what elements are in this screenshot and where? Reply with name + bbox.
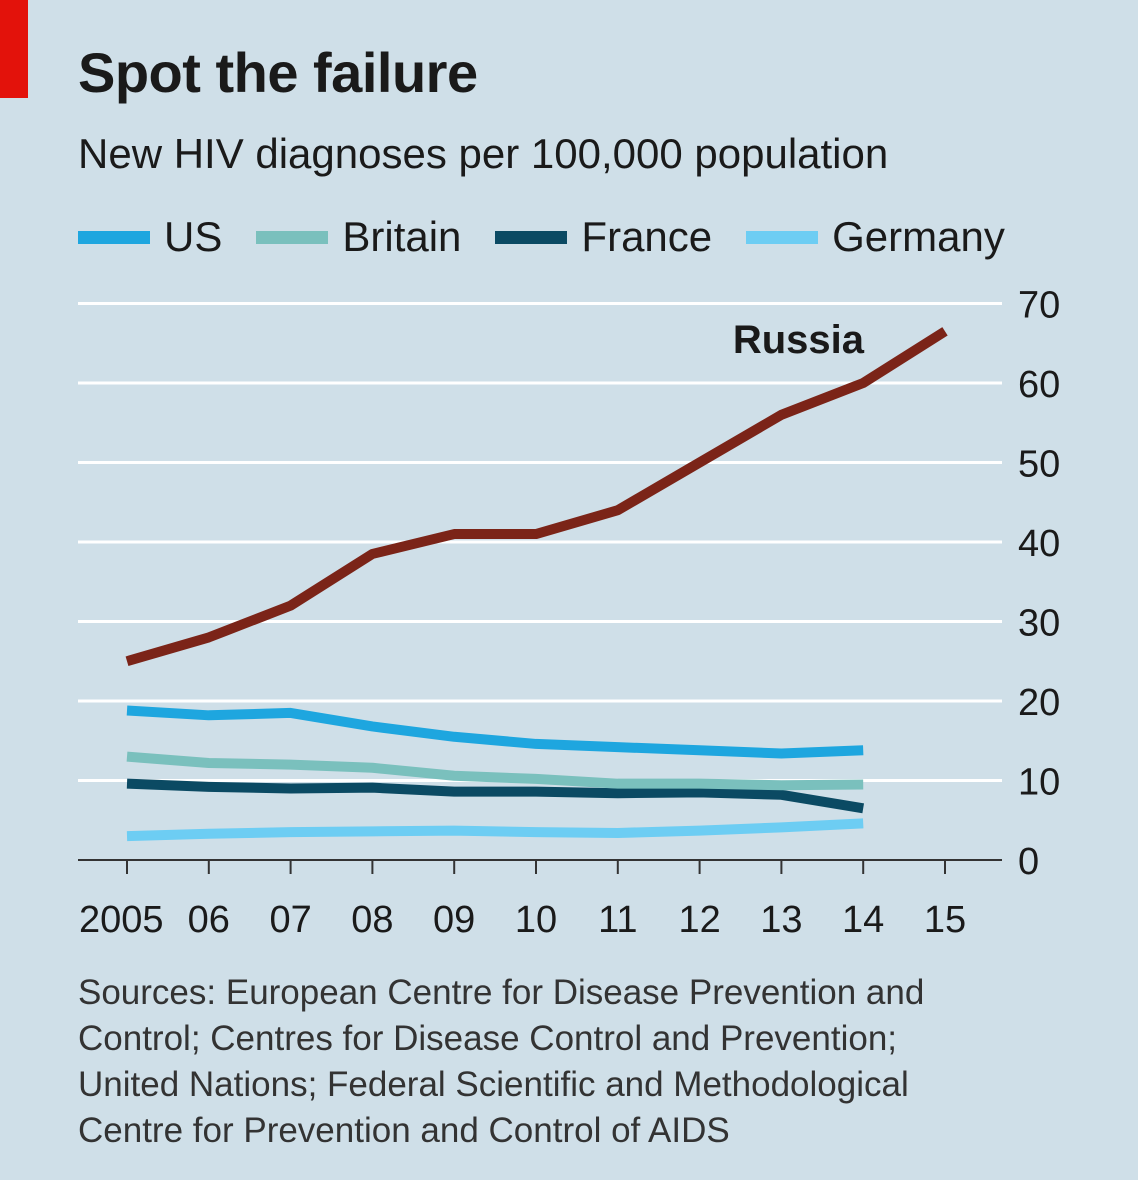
x-tick-label: 06: [188, 899, 230, 941]
y-tick-label: 10: [1018, 762, 1060, 804]
chart-title: Spot the failure: [78, 41, 478, 104]
y-tick-label: 70: [1018, 285, 1060, 327]
series-line-russia: [125, 327, 948, 667]
series-line-us: [126, 705, 864, 759]
y-tick-label: 40: [1018, 523, 1060, 565]
x-tick-label: 12: [678, 899, 720, 941]
x-tick-label: 07: [269, 899, 311, 941]
legend-item-us: US: [78, 213, 222, 261]
legend-label-france: France: [581, 213, 713, 260]
y-tick-label: 20: [1018, 682, 1060, 724]
source-line: Centre for Prevention and Control of AID…: [78, 1111, 730, 1150]
legend-item-germany: Germany: [746, 213, 1005, 261]
legend-label-germany: Germany: [832, 213, 1005, 260]
x-tick-label: 13: [760, 899, 802, 941]
legend: US Britain France Germany: [78, 212, 1005, 262]
x-tick-label: 2005: [79, 899, 164, 941]
x-tick-label: 14: [842, 899, 884, 941]
source-line: Control; Centres for Disease Control and…: [78, 1019, 898, 1058]
line-chart: 0 10 20 30 40 50 60 70 2005 06 07 08 09 10 11 12 13 14 15 R…: [78, 285, 1060, 941]
x-tick-label: 08: [351, 899, 393, 941]
source-line: United Nations; Federal Scientific and M…: [78, 1065, 909, 1104]
legend-item-britain: Britain: [256, 213, 461, 261]
source-line: Sources: European Centre for Disease Pre…: [78, 973, 925, 1012]
series-line-germany: [126, 818, 864, 842]
y-tick-label: 0: [1018, 841, 1039, 883]
brand-tag: [0, 0, 28, 98]
legend-swatch-us: [78, 230, 150, 244]
series-line-britain: [126, 751, 864, 791]
legend-swatch-germany: [746, 230, 819, 244]
y-tick-label: 60: [1018, 364, 1060, 406]
x-tick-label: 11: [598, 899, 637, 941]
x-tick-label: 10: [515, 899, 557, 941]
legend-label-us: US: [164, 213, 223, 260]
y-tick-label: 50: [1018, 444, 1060, 486]
legend-swatch-france: [495, 230, 568, 244]
chart-subtitle: New HIV diagnoses per 100,000 population: [78, 130, 889, 177]
x-tick-label: 09: [433, 899, 475, 941]
source-note: Sources: European Centre for Disease Pre…: [78, 970, 1078, 1154]
series-line-france: [126, 778, 865, 814]
x-tick-label: 15: [924, 899, 966, 941]
y-tick-label: 30: [1018, 603, 1060, 645]
legend-swatch-britain: [256, 230, 329, 244]
legend-item-france: France: [495, 213, 712, 261]
series-label-russia: Russia: [733, 318, 865, 362]
legend-label-britain: Britain: [342, 213, 462, 260]
